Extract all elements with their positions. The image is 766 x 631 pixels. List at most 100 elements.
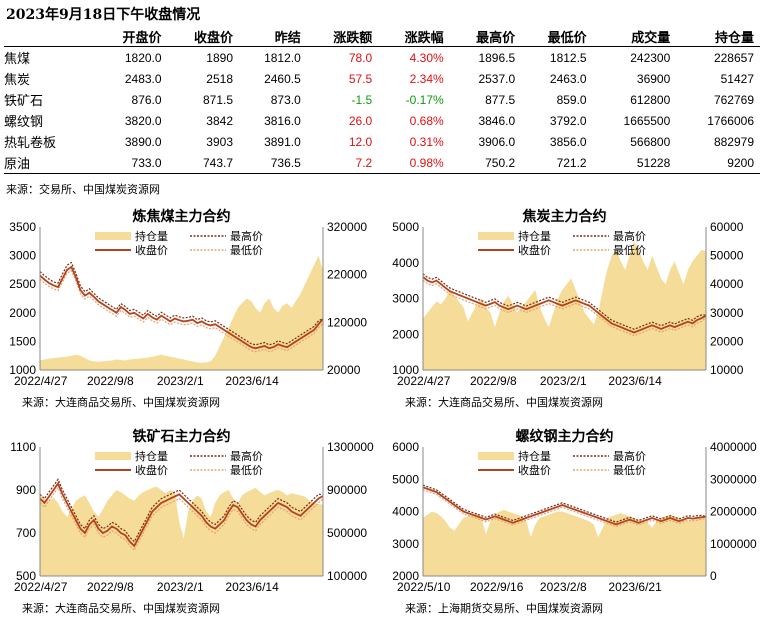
legend-high-label: 最高价 [230,229,263,243]
y2-tick-label: 40000 [710,277,744,291]
cell-oi: 228657 [713,50,754,65]
legend-oi-swatch [478,232,514,240]
y2-tick-label: 60000 [710,220,744,234]
chart-coke: 焦炭主力合约 1000 2000 3000 4000 5000 10000 20000 3000… [392,208,744,409]
y-tick-label: 4000 [392,256,419,270]
legend-oi-swatch [95,452,131,460]
y2-tick-label: 20000 [327,363,361,377]
y-tick-label: 2000 [9,306,36,320]
chart-rebar: 螺纹钢主力合约 2000 3000 4000 5000 6000 0 1000000 20000… [392,428,757,615]
cell-chg: 12.0 [348,134,373,149]
header-cell: 涨跌额 [306,27,379,47]
x-tick-label: 2023/6/14 [225,374,279,388]
cell-pct: 0.98% [378,152,450,174]
cell-close: 743.7 [167,152,239,174]
table-source: 来源：交易所、中国煤炭资源网 [6,183,160,196]
cell-vol: 612800 [630,92,671,107]
cell-pct: 2.34% [409,71,444,86]
y-tick-label: 3000 [392,292,419,306]
cell-prev: 1812.0 [264,50,301,65]
cell-open: 2483.0 [124,71,162,86]
cell-high: 750.2 [449,152,522,174]
series-low-line [422,279,707,337]
y-tick-label: 4000 [392,505,419,519]
y-tick-label: 3000 [392,537,419,551]
x-tick-label: 2022/9/16 [470,580,524,594]
header-cell: 持仓量 [676,27,760,47]
cell-oi: 51427 [720,71,754,86]
cell-open: 1820.0 [124,50,162,65]
y2-tick-label: 50000 [710,249,744,263]
y-tick-label: 1000 [392,363,419,377]
cell-low: 3856.0 [549,134,587,149]
y-tick-label: 6000 [392,440,419,454]
y2-tick-label: 1300000 [327,440,374,454]
header-cell: 收盘价 [167,27,239,47]
cell-high: 1896.5 [478,50,516,65]
x-tick-label: 2023/6/21 [608,580,662,594]
cell-low: 3792.0 [549,113,587,128]
cell-open: 876.0 [131,92,162,107]
x-tick-label: 2022/9/8 [470,374,517,388]
legend-oi-label: 持仓量 [135,449,168,463]
legend-low-label: 最低价 [613,464,646,477]
cell-close: 3842 [206,113,233,128]
y-tick-label: 5000 [392,220,419,234]
y-tick-label: 5000 [392,472,419,486]
chart-source: 来源：大连商品交易所、中国煤炭资源网 [22,601,220,615]
series-high-line [39,478,324,543]
cell-chg: 78.0 [348,50,373,65]
table-row: 焦炭 2483.0 2518 2460.5 57.5 2.34% 2537.0 2463.0 3… [4,68,760,89]
table-row: 热轧卷板 3890.0 3903 3891.0 12.0 0.31% 3906.0 3856.… [4,131,760,152]
cell-close: 3903 [206,134,233,149]
legend-close-label: 收盘价 [135,463,168,477]
cell-close: 871.5 [202,92,233,107]
table-row: 铁矿石 876.0 871.5 873.0 -1.5 -0.17% 877.5 859.0 61… [4,89,760,110]
cell-open: 3820.0 [124,113,162,128]
chart-title: 螺纹钢主力合约 [516,428,614,445]
cell-low: 721.2 [521,152,593,174]
legend-oi-label: 持仓量 [518,229,551,243]
cell-high: 3906.0 [478,134,516,149]
series-high-line [39,261,324,346]
cell-high: 877.5 [485,92,516,107]
cell-oi: 9200 [676,152,760,174]
cell-pct: 4.30% [409,50,444,65]
y-tick-label: 2000 [392,569,419,583]
series-open-interest-area [423,509,706,576]
legend-high-label: 最高价 [613,449,646,463]
series-open-interest-area [40,486,323,576]
series-low-line [39,486,324,552]
y2-tick-label: 2000000 [710,505,757,519]
row-name: 铁矿石 [4,94,44,109]
y-tick-label: 1000 [9,363,36,377]
x-tick-label: 2023/2/8 [540,580,587,594]
table-header-row: 开盘价 收盘价 昨结 涨跌额 涨跌幅 最高价 最低价 成交量 持仓量 [4,27,760,47]
x-tick-label: 2022/9/8 [87,580,134,594]
chart-source: 来源：上海期货交易所、中国煤炭资源网 [405,601,603,615]
y2-tick-label: 30000 [710,306,744,320]
cell-vol: 51228 [592,152,677,174]
header-cell: 成交量 [592,27,677,47]
cell-prev: 873.0 [270,92,301,107]
legend-oi-label: 持仓量 [518,449,551,463]
header-cell: 最高价 [449,27,522,47]
series-close-line [39,265,324,350]
cell-high: 3846.0 [478,113,516,128]
y-tick-label: 900 [16,483,36,497]
y-tick-label: 2500 [9,277,36,291]
x-tick-label: 2022/4/27 [14,374,68,388]
y-tick-label: 700 [16,526,36,540]
y2-tick-label: 3000000 [710,472,757,486]
header-cell: 开盘价 [96,27,168,47]
cell-oi: 1766006 [707,113,754,128]
x-tick-label: 2022/9/8 [87,374,134,388]
y-tick-label: 2000 [392,327,419,341]
y2-tick-label: 500000 [327,526,367,540]
row-name: 原油 [4,152,97,174]
chart-iron-ore: 铁矿石主力合约 500 700 900 1100 100000 500000 900000 13… [10,428,374,615]
y-tick-label: 1500 [9,334,36,348]
y2-tick-label: 20000 [710,334,744,348]
cell-close: 2518 [206,71,233,86]
cell-chg: -1.5 [351,92,373,107]
